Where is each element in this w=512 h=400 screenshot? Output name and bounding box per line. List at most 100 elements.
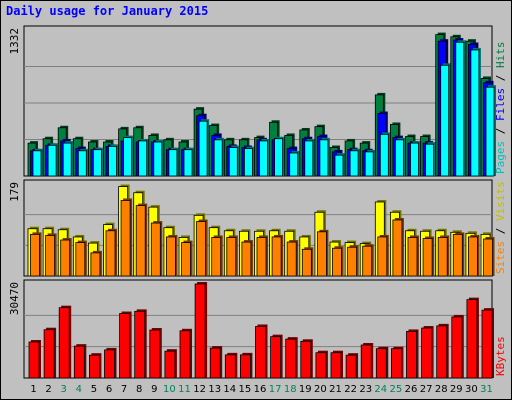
bar-kbytes-day-8 bbox=[134, 310, 146, 379]
day-label-21: 21 bbox=[329, 384, 342, 395]
bar-sites-day-1 bbox=[30, 233, 40, 277]
bar-sites-day-16 bbox=[256, 237, 267, 277]
legend-part-hits-files-pages: Hits bbox=[494, 42, 507, 69]
bar-kbytes-day-4 bbox=[73, 345, 85, 379]
legend-part-kbytes: KBytes bbox=[494, 336, 507, 376]
bar-sites-day-22 bbox=[347, 246, 358, 277]
day-label-3: 3 bbox=[61, 384, 67, 395]
day-label-10: 10 bbox=[163, 384, 176, 395]
bar-sites-day-26 bbox=[407, 237, 418, 277]
bar-sites-day-9 bbox=[150, 222, 161, 277]
legend-part-hits-files-pages: Files bbox=[494, 88, 507, 121]
bar-sites-day-13 bbox=[211, 237, 222, 277]
bar-sites-day-30 bbox=[467, 236, 478, 277]
bar-kbytes-day-17 bbox=[270, 336, 282, 379]
bar-pages-day-29 bbox=[455, 41, 465, 177]
day-label-28: 28 bbox=[435, 384, 448, 395]
bar-kbytes-day-29 bbox=[451, 316, 463, 379]
bar-sites-day-24 bbox=[377, 236, 388, 277]
bar-pages-day-8 bbox=[138, 140, 148, 177]
bar-kbytes-day-15 bbox=[239, 354, 251, 379]
bar-pages-day-6 bbox=[108, 146, 117, 177]
bar-pages-day-20 bbox=[319, 139, 329, 177]
day-label-31: 31 bbox=[480, 384, 493, 395]
day-label-19: 19 bbox=[299, 384, 312, 395]
legend-hits-files-pages: Pages / Files / Hits bbox=[494, 42, 507, 175]
bar-kbytes-day-7 bbox=[119, 313, 130, 379]
bar-kbytes-day-22 bbox=[345, 354, 357, 379]
bar-pages-day-30 bbox=[470, 49, 480, 177]
bar-kbytes-day-27 bbox=[421, 327, 433, 379]
bar-pages-day-23 bbox=[364, 151, 374, 177]
bar-kbytes-day-2 bbox=[43, 329, 55, 379]
bar-kbytes-day-25 bbox=[390, 348, 402, 379]
bar-sites-day-18 bbox=[286, 241, 297, 277]
bar-sites-day-20 bbox=[316, 231, 327, 277]
bar-kbytes-day-21 bbox=[330, 352, 342, 379]
day-label-9: 9 bbox=[151, 384, 157, 395]
bar-kbytes-day-18 bbox=[285, 338, 297, 379]
day-label-15: 15 bbox=[239, 384, 252, 395]
bar-kbytes-day-6 bbox=[104, 349, 115, 379]
bar-pages-day-4 bbox=[77, 150, 87, 177]
bar-pages-day-17 bbox=[274, 138, 284, 177]
legend-part-visits-sites: Visits bbox=[494, 181, 507, 221]
day-label-22: 22 bbox=[344, 384, 357, 395]
bar-kbytes-day-1 bbox=[28, 341, 40, 379]
day-label-27: 27 bbox=[420, 384, 433, 395]
bar-pages-day-27 bbox=[425, 143, 435, 177]
bar-pages-day-5 bbox=[93, 149, 102, 177]
day-label-17: 17 bbox=[269, 384, 282, 395]
day-label-24: 24 bbox=[374, 384, 387, 395]
bar-kbytes-day-26 bbox=[406, 331, 417, 379]
bar-pages-day-18 bbox=[289, 152, 299, 177]
bar-pages-day-26 bbox=[410, 142, 419, 177]
bar-pages-day-10 bbox=[168, 149, 178, 177]
max-label-kbytes: 30470 bbox=[8, 282, 21, 315]
bar-kbytes-day-28 bbox=[436, 325, 448, 379]
chart-title: Daily usage for January 2015 bbox=[6, 4, 209, 18]
bar-kbytes-day-10 bbox=[164, 350, 176, 379]
day-label-14: 14 bbox=[223, 384, 236, 395]
bar-pages-day-12 bbox=[198, 120, 208, 177]
max-label-visits-sites: 179 bbox=[8, 182, 21, 202]
bar-pages-day-28 bbox=[440, 64, 450, 177]
bar-pages-day-7 bbox=[123, 137, 132, 177]
day-label-5: 5 bbox=[91, 384, 97, 395]
bar-kbytes-day-19 bbox=[300, 340, 312, 379]
bar-sites-day-31 bbox=[483, 238, 493, 277]
day-label-7: 7 bbox=[121, 384, 127, 395]
bar-pages-day-19 bbox=[304, 140, 314, 177]
bar-kbytes-day-14 bbox=[224, 354, 236, 379]
legend-part-hits-files-pages: / bbox=[494, 68, 507, 88]
bar-pages-day-2 bbox=[47, 144, 57, 177]
day-label-26: 26 bbox=[405, 384, 418, 395]
bar-sites-day-7 bbox=[120, 200, 131, 277]
day-label-29: 29 bbox=[450, 384, 463, 395]
bar-sites-day-5 bbox=[90, 252, 101, 277]
day-label-8: 8 bbox=[136, 384, 142, 395]
bar-sites-day-11 bbox=[181, 242, 191, 277]
max-label-hits-files-pages: 1332 bbox=[8, 28, 21, 55]
bar-sites-day-15 bbox=[241, 241, 252, 277]
legend-part-hits-files-pages: / bbox=[494, 121, 507, 141]
day-label-30: 30 bbox=[465, 384, 478, 395]
bar-sites-day-21 bbox=[332, 247, 342, 277]
legend-visits-sites: Sites / Visits bbox=[494, 181, 507, 274]
bar-sites-day-17 bbox=[271, 236, 282, 277]
bar-sites-day-19 bbox=[301, 248, 312, 277]
bar-pages-day-11 bbox=[183, 149, 193, 177]
bar-kbytes-day-12 bbox=[194, 283, 206, 379]
bar-pages-day-31 bbox=[485, 86, 495, 177]
legend-kbytes: KBytes bbox=[494, 336, 507, 376]
bar-sites-day-14 bbox=[226, 237, 237, 277]
bar-kbytes-day-24 bbox=[375, 348, 387, 379]
bar-pages-day-1 bbox=[32, 150, 42, 177]
bar-pages-day-21 bbox=[334, 154, 344, 177]
bar-sites-day-2 bbox=[45, 234, 55, 277]
bar-pages-day-15 bbox=[243, 148, 253, 177]
bar-sites-day-6 bbox=[105, 230, 116, 277]
day-label-11: 11 bbox=[178, 384, 191, 395]
bar-pages-day-14 bbox=[228, 147, 238, 177]
